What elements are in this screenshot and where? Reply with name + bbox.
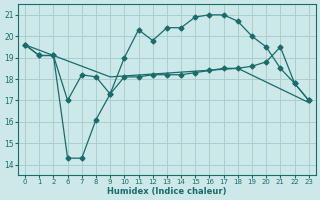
X-axis label: Humidex (Indice chaleur): Humidex (Indice chaleur)	[107, 187, 227, 196]
